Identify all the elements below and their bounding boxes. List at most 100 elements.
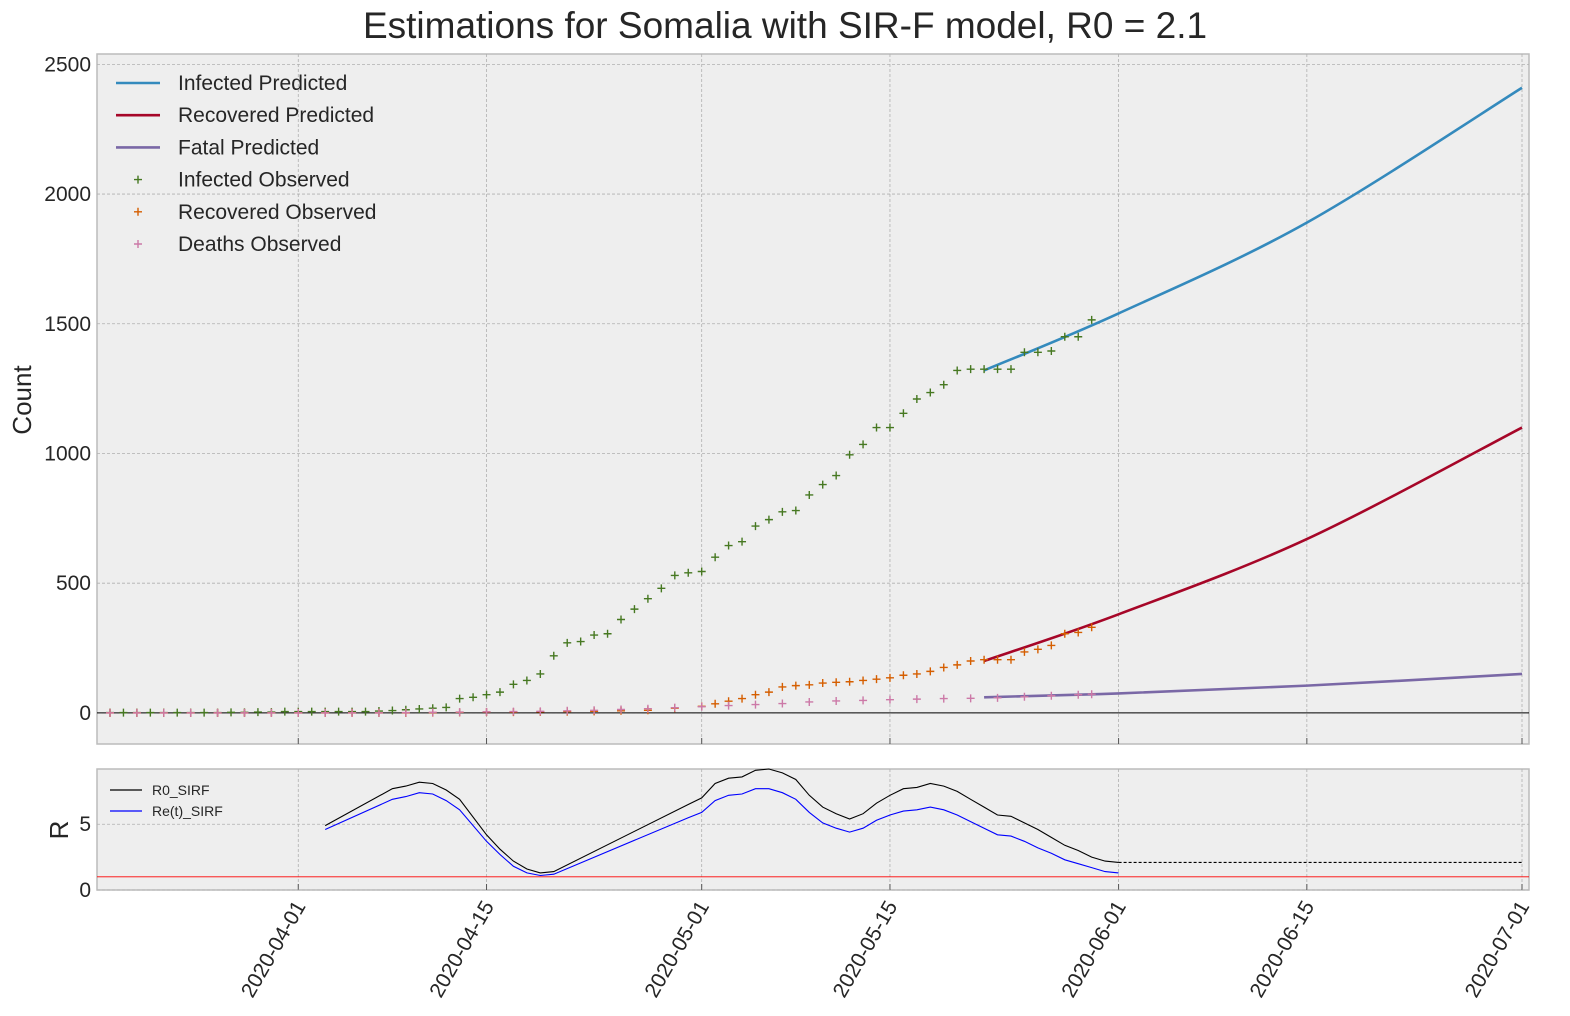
infected-observed-point: [576, 637, 585, 646]
chart-title: Estimations for Somalia with SIR-F model…: [363, 5, 1207, 46]
r-axis-label: R: [44, 821, 74, 840]
x-tick-label: 2020-04-15: [425, 897, 499, 1002]
r-legend: R0_SIRF Re(t)_SIRF: [110, 782, 223, 819]
infected-observed-point: [455, 694, 464, 703]
deaths-observed-point: [106, 708, 114, 717]
deaths-observed-point: [832, 696, 841, 705]
infected-observed-point: [495, 688, 504, 697]
deaths-observed-point: [186, 708, 195, 717]
deaths-observed-point: [670, 703, 679, 712]
infected-observed-point: [1033, 348, 1042, 357]
y-tick-label: 1000: [44, 442, 91, 465]
recovered-observed-point: [845, 677, 854, 686]
deaths-observed-point: [724, 701, 733, 710]
infected-observed-point: [563, 638, 572, 647]
recovered-observed-point: [1006, 655, 1015, 664]
deaths-observed-point: [563, 706, 572, 715]
deaths-observed-point: [536, 707, 545, 716]
main-plot-area: [96, 53, 1530, 745]
r-plot-area: [96, 768, 1530, 891]
x-tick-label: 2020-04-01: [237, 897, 311, 1002]
infected-observed-point: [469, 693, 478, 702]
infected-observed-point: [643, 594, 652, 603]
recovered-observed-point: [980, 655, 989, 664]
deaths-observed-markers: [106, 690, 1096, 717]
deaths-observed-point: [1020, 692, 1029, 701]
infected-observed-point: [778, 507, 787, 516]
main-plot-panel: 0 500 1000 1500 2000 2500 Infected Predicted R…: [7, 53, 1530, 745]
recovered-observed-point: [1033, 645, 1042, 654]
recovered-observed-point: [791, 681, 800, 690]
deaths-observed-point: [321, 708, 330, 717]
deaths-observed-point: [859, 696, 868, 705]
main-grid: [97, 54, 1529, 744]
recovered-observed-point: [751, 690, 760, 699]
deaths-observed-point: [132, 708, 141, 717]
infected-observed-point: [146, 708, 155, 717]
deaths-observed-point: [348, 708, 357, 717]
infected-observed-point: [1087, 315, 1096, 324]
r-grid: [97, 769, 1529, 891]
main-series-group: [106, 86, 1523, 717]
infected-predicted-line: [983, 86, 1523, 372]
x-tick-label: 2020-06-15: [1246, 897, 1320, 1002]
main-legend: Infected Predicted Recovered Predicted Fat…: [116, 72, 376, 256]
recovered-observed-point: [1060, 629, 1069, 638]
infected-observed-point: [953, 366, 962, 375]
infected-observed-point: [697, 567, 706, 576]
infected-predicted-legend-label: Infected Predicted: [178, 72, 347, 95]
deaths-observed-point: [805, 697, 814, 706]
deaths-observed-point: [778, 699, 787, 708]
infected-observed-point: [415, 704, 424, 713]
recovered-observed-legend-label: Recovered Observed: [178, 201, 376, 224]
deaths-observed-point: [966, 694, 975, 703]
infected-observed-point: [657, 584, 666, 593]
x-tick-label: 2020-07-01: [1461, 897, 1535, 1002]
deaths-observed-point: [912, 695, 921, 704]
deaths-observed-point: [617, 705, 626, 714]
deaths-observed-point: [1074, 690, 1083, 699]
infected-observed-point: [200, 708, 209, 717]
infected-observed-point: [227, 708, 236, 717]
recovered-observed-point: [1087, 623, 1096, 632]
deaths-observed-point: [697, 702, 706, 711]
infected-observed-point: [1060, 332, 1069, 341]
infected-observed-point: [482, 690, 491, 699]
y-tick-label: 500: [56, 572, 91, 595]
deaths-observed-point: [267, 708, 276, 717]
r0-sirf-legend-label: R0_SIRF: [152, 782, 210, 798]
infected-observed-point: [630, 605, 639, 614]
recovered-observed-legend-swatch: [134, 207, 142, 216]
infected-observed-point: [119, 708, 128, 717]
infected-observed-markers: [106, 315, 1096, 717]
infected-observed-point: [912, 395, 921, 403]
infected-observed-point: [590, 631, 599, 640]
deaths-observed-point: [294, 708, 303, 717]
infected-observed-point: [334, 707, 343, 716]
deaths-observed-point: [213, 708, 222, 717]
re-t-sirf-line: [324, 788, 1119, 877]
infected-observed-point: [1006, 365, 1015, 374]
infected-observed-point: [388, 706, 397, 715]
infected-observed-point: [253, 708, 262, 717]
deaths-observed-point: [1047, 691, 1056, 700]
recovered-observed-point: [1020, 647, 1029, 656]
infected-observed-point: [818, 480, 827, 489]
infected-observed-point: [966, 365, 975, 374]
infected-observed-point: [549, 651, 558, 660]
r0-sirf-line: [324, 768, 1119, 874]
infected-observed-point: [845, 450, 854, 459]
infected-observed-legend-swatch: [134, 175, 142, 184]
recovered-observed-point: [1074, 628, 1083, 637]
r-series-group: [97, 768, 1529, 878]
y-axis-label: Count: [7, 365, 37, 435]
infected-observed-legend-label: Infected Observed: [178, 169, 350, 192]
infected-observed-point: [173, 708, 182, 717]
x-axis: 2020-04-01 2020-04-15 2020-05-01 2020-05-15…: [237, 897, 1534, 1002]
r-y-axis: 05: [79, 813, 91, 902]
infected-observed-point: [993, 365, 1002, 374]
recovered-observed-point: [939, 663, 948, 672]
deaths-observed-point: [590, 706, 599, 715]
recovered-observed-point: [993, 655, 1002, 664]
deaths-observed-point: [374, 708, 383, 717]
